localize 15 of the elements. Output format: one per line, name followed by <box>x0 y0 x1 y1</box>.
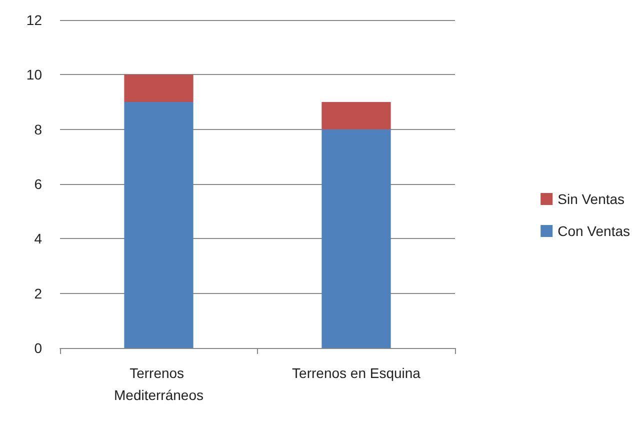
y-tick-label: 6 <box>34 176 42 192</box>
legend-label: Con Ventas <box>558 223 630 239</box>
y-tick-label: 8 <box>34 121 42 138</box>
x-tick-label: Terrenos Mediterráneos <box>114 365 204 403</box>
y-tick-label: 10 <box>26 66 42 83</box>
y-tick-label: 2 <box>34 285 42 302</box>
bar <box>124 102 194 348</box>
y-tick-label: 4 <box>34 230 42 247</box>
bar <box>322 102 391 130</box>
y-tick-label: 0 <box>34 340 42 356</box>
bar <box>124 74 194 102</box>
bar <box>322 129 391 348</box>
legend-label: Sin Ventas <box>558 191 625 207</box>
x-tick-label: Terrenos en Esquina <box>292 365 421 381</box>
y-tick-label: 12 <box>26 12 42 28</box>
